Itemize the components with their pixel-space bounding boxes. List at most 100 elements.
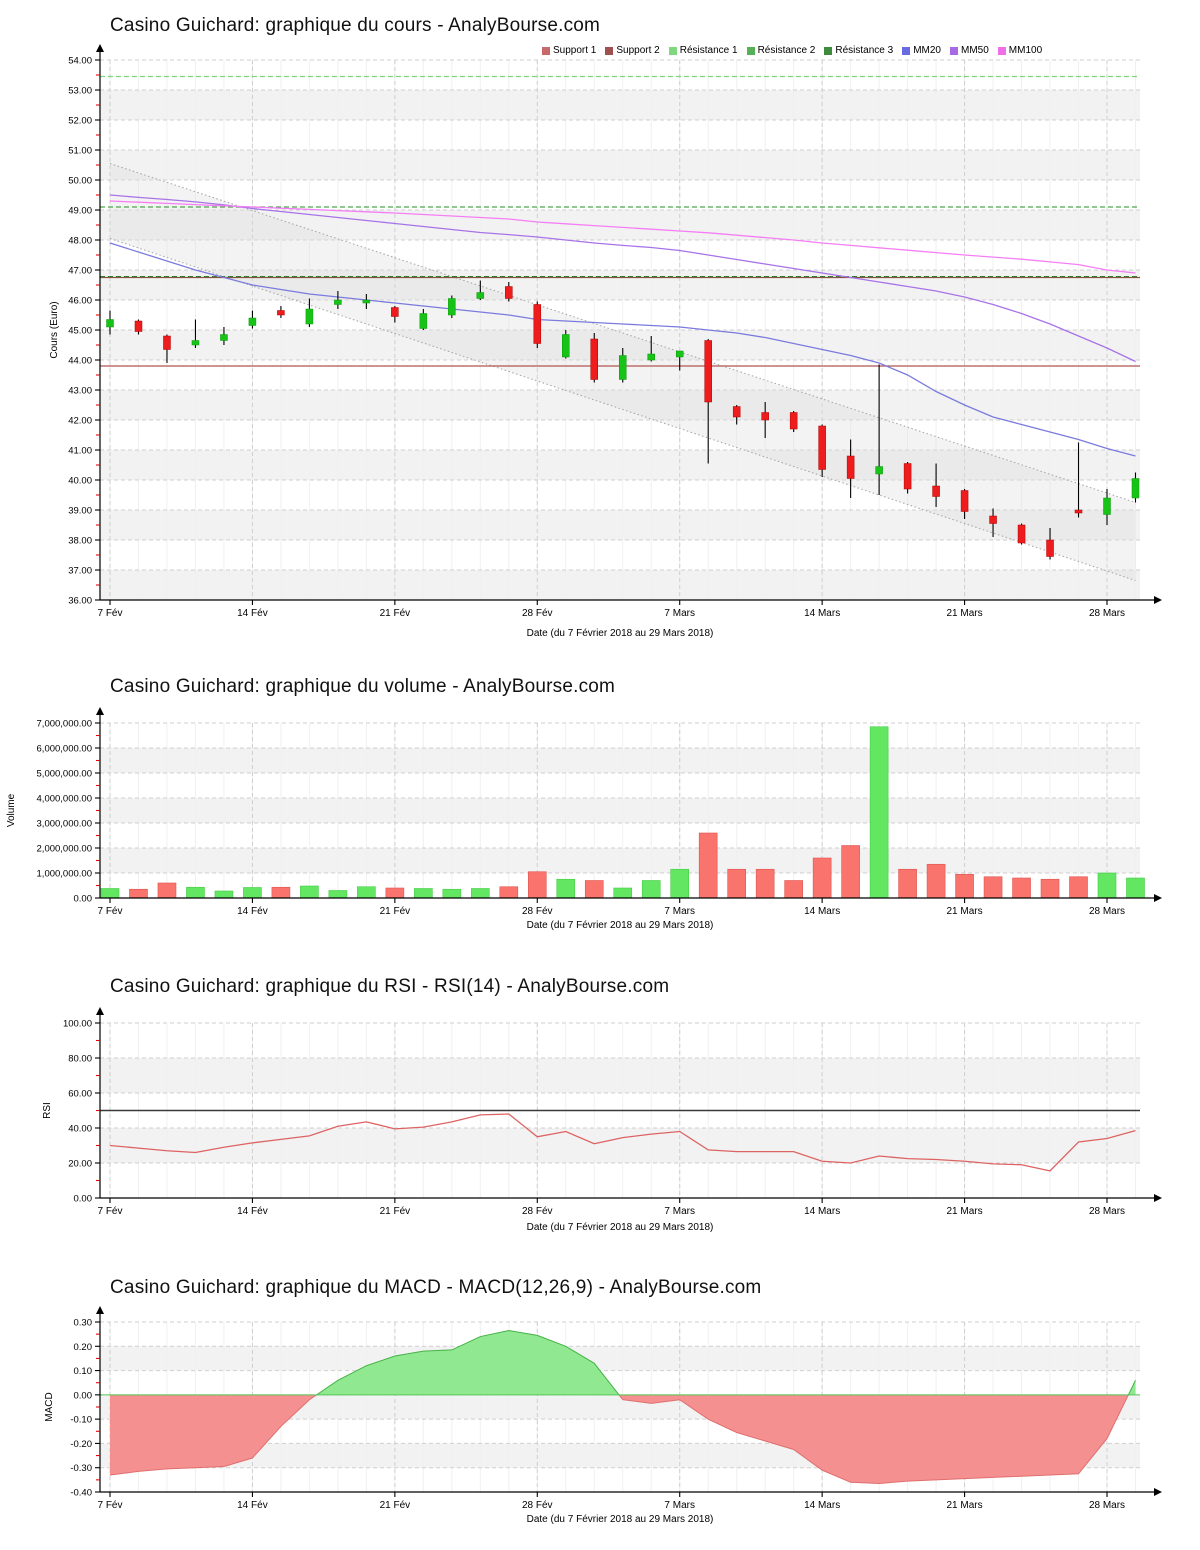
volume-bar xyxy=(300,885,319,899)
y-tick-label: 48.00 xyxy=(68,236,92,247)
volume-bar xyxy=(641,880,661,899)
volume-bar xyxy=(869,726,889,899)
macd-area-positive xyxy=(316,1330,619,1395)
legend-label: Résistance 3 xyxy=(835,45,894,56)
x-tick-label: 28 Fév xyxy=(522,906,553,917)
price-xaxis-title: Date (du 7 Février 2018 au 29 Mars 2018) xyxy=(526,628,714,639)
x-tick-label: 7 Mars xyxy=(664,608,695,619)
legend-label: Résistance 1 xyxy=(679,45,738,56)
macd-chart-canvas: 0.30 0.20 0.10 0.00 -0.10 -0.20 -0.30 -0.40 7 Fé… xyxy=(44,1306,1162,1511)
ma-line-mm50 xyxy=(109,194,1136,363)
volume-bar xyxy=(499,886,519,899)
x-tick-label: 7 Mars xyxy=(664,1206,695,1217)
y-tick-label: 1,000,000.00 xyxy=(37,869,92,880)
legend-label: MM100 xyxy=(1008,45,1043,56)
x-tick-label: 7 Fév xyxy=(97,1206,122,1217)
candle xyxy=(932,485,940,497)
volume-bar xyxy=(1097,872,1117,899)
y-tick-label: 49.00 xyxy=(68,206,92,217)
volume-xaxis-title: Date (du 7 Février 2018 au 29 Mars 2018) xyxy=(526,920,714,931)
volume-bar xyxy=(955,873,974,899)
candle xyxy=(875,466,883,475)
volume-bar xyxy=(186,886,205,899)
x-tick-label: 14 Fév xyxy=(237,1500,268,1511)
macd-area-negative xyxy=(110,1394,317,1475)
x-tick-label: 21 Fév xyxy=(380,1206,411,1217)
x-tick-label: 28 Fév xyxy=(522,608,553,619)
y-tick-label: 4,000,000.00 xyxy=(37,794,92,805)
volume-bar xyxy=(527,871,547,899)
macd-chart-title: Casino Guichard: graphique du MACD - MAC… xyxy=(110,1277,762,1298)
x-tick-label: 7 Mars xyxy=(664,1500,695,1511)
legend-label: Support 2 xyxy=(616,45,660,56)
y-tick-label: 0.00 xyxy=(74,1194,93,1205)
rsi-xaxis-title: Date (du 7 Février 2018 au 29 Mars 2018) xyxy=(526,1222,714,1233)
y-tick-label: 50.00 xyxy=(68,176,92,187)
legend-swatch-icon xyxy=(668,46,677,55)
x-tick-label: 21 Fév xyxy=(380,906,411,917)
y-tick-label: 0.00 xyxy=(74,1390,93,1401)
legend-item-4: Résistance 3 xyxy=(824,45,893,56)
candle xyxy=(761,412,769,421)
legend-swatch-icon xyxy=(997,46,1006,55)
legend-swatch-icon xyxy=(902,46,911,55)
legend-item-1: Support 2 xyxy=(605,45,660,56)
candle xyxy=(1103,497,1111,515)
candle xyxy=(362,299,371,304)
y-tick-label: 6,000,000.00 xyxy=(37,744,92,755)
volume-bar xyxy=(556,878,576,899)
candle xyxy=(191,340,200,346)
volume-bar xyxy=(898,868,917,899)
x-tick-label: 21 Mars xyxy=(947,906,983,917)
candle xyxy=(277,310,285,316)
candle xyxy=(163,335,171,350)
candle xyxy=(675,350,684,358)
y-tick-label: 100.00 xyxy=(63,1019,92,1030)
y-tick-label: 7,000,000.00 xyxy=(37,719,92,730)
legend-label: MM20 xyxy=(913,45,941,56)
y-tick-label: 45.00 xyxy=(68,326,92,337)
volume-bar xyxy=(157,882,177,899)
x-tick-label: 14 Fév xyxy=(237,1206,268,1217)
y-tick-label: 38.00 xyxy=(68,536,92,547)
candle xyxy=(106,319,114,328)
candle xyxy=(989,515,997,524)
x-tick-label: 28 Mars xyxy=(1089,1500,1125,1511)
legend-label: Support 1 xyxy=(553,45,597,56)
volume-bar xyxy=(983,876,1003,899)
y-tick-label: 39.00 xyxy=(68,506,92,517)
y-tick-label: 0.20 xyxy=(74,1342,93,1353)
volume-bar xyxy=(214,890,234,899)
y-tick-label: 46.00 xyxy=(68,296,92,307)
x-tick-label: 7 Fév xyxy=(97,608,122,619)
y-tick-label: 43.00 xyxy=(68,386,92,397)
x-tick-label: 7 Fév xyxy=(97,1500,122,1511)
volume-bar xyxy=(784,880,803,899)
y-tick-label: 36.00 xyxy=(68,596,92,607)
y-tick-label: -0.20 xyxy=(70,1439,92,1450)
candle xyxy=(391,307,399,317)
volume-bar xyxy=(243,887,262,899)
candle xyxy=(846,455,855,479)
y-tick-label: 52.00 xyxy=(68,116,92,127)
y-axis-title: Volume xyxy=(6,793,17,827)
volume-bar xyxy=(1040,878,1060,899)
volume-bar xyxy=(755,868,775,899)
legend-item-6: MM50 xyxy=(949,45,989,56)
x-tick-label: 14 Mars xyxy=(804,608,840,619)
x-tick-label: 21 Fév xyxy=(380,608,411,619)
y-tick-label: 37.00 xyxy=(68,566,92,577)
y-tick-label: 51.00 xyxy=(68,146,92,157)
x-tick-label: 14 Fév xyxy=(237,906,268,917)
x-tick-label: 7 Fév xyxy=(97,906,122,917)
candle xyxy=(1074,509,1083,514)
y-tick-label: 40.00 xyxy=(68,1124,92,1135)
candle xyxy=(818,425,826,470)
y-tick-label: 60.00 xyxy=(68,1089,92,1100)
candle xyxy=(305,308,314,325)
volume-bar xyxy=(1126,877,1145,899)
x-tick-label: 28 Fév xyxy=(522,1206,553,1217)
legend-swatch-icon xyxy=(746,46,755,55)
x-tick-label: 21 Mars xyxy=(947,1500,983,1511)
candle xyxy=(505,286,513,299)
